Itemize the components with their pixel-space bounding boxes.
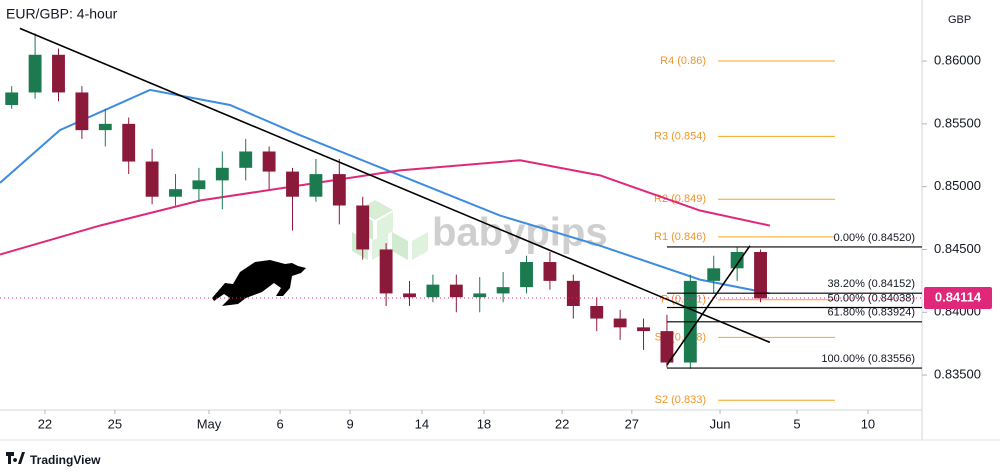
candle-body bbox=[28, 54, 42, 93]
candle-body bbox=[262, 151, 276, 172]
x-tick-label: 27 bbox=[625, 416, 639, 431]
candle-body bbox=[356, 205, 370, 250]
x-tick-label: 6 bbox=[276, 416, 283, 431]
fib-label: 0.00% (0.84520) bbox=[834, 232, 915, 244]
candle-body bbox=[98, 123, 112, 131]
candle-body bbox=[754, 251, 767, 299]
candle-body bbox=[426, 284, 440, 298]
candle-body bbox=[543, 262, 557, 281]
y-tick-label: 0.83500 bbox=[934, 367, 981, 382]
source: TradingView bbox=[30, 453, 101, 467]
candle-body bbox=[239, 151, 253, 168]
pivot-label: R1 (0.846) bbox=[654, 231, 706, 243]
pivot-label: R3 (0.854) bbox=[654, 130, 706, 142]
candle-body bbox=[496, 287, 510, 294]
candle-body bbox=[5, 92, 19, 106]
pivot-label: R2 (0.849) bbox=[654, 193, 706, 205]
x-tick-label: 9 bbox=[346, 416, 353, 431]
candle-body bbox=[122, 123, 136, 162]
fib-label: 100.00% (0.83556) bbox=[821, 353, 915, 365]
x-tick-label: 25 bbox=[108, 416, 122, 431]
candle-body bbox=[215, 167, 229, 181]
chart-title: EUR/GBP: 4-hour bbox=[6, 6, 118, 22]
x-tick-label: May bbox=[197, 416, 222, 431]
candle-body bbox=[75, 92, 89, 131]
trendline bbox=[666, 245, 751, 366]
x-tick-label: 14 bbox=[415, 416, 429, 431]
candle-body bbox=[707, 268, 721, 281]
pivot-label: R4 (0.86) bbox=[660, 55, 706, 67]
candle-body bbox=[590, 305, 604, 319]
candle-body bbox=[169, 189, 182, 197]
candle-body bbox=[52, 54, 65, 93]
fib-label: 61.80% (0.83924) bbox=[828, 307, 915, 319]
last-price-label: 0.84114 bbox=[935, 289, 982, 304]
y-tick-label: 0.85500 bbox=[934, 115, 981, 130]
candle-body bbox=[332, 174, 346, 206]
pivot-label: S2 (0.833) bbox=[655, 394, 706, 406]
x-tick-label: 5 bbox=[793, 416, 800, 431]
candle-body bbox=[730, 251, 744, 269]
candle-body bbox=[379, 249, 393, 294]
candle-body bbox=[449, 284, 463, 298]
watermark: babypips bbox=[432, 211, 608, 255]
candle-body bbox=[637, 327, 650, 332]
bull-icon bbox=[212, 260, 306, 306]
candle-body bbox=[192, 180, 206, 190]
x-tick-label: Jun bbox=[710, 416, 731, 431]
tradingview-logo bbox=[6, 452, 25, 464]
candle-body bbox=[520, 262, 533, 288]
candle-body bbox=[309, 174, 323, 197]
x-tick-label: 22 bbox=[555, 416, 569, 431]
x-tick-label: 22 bbox=[38, 416, 52, 431]
x-tick-label: 10 bbox=[861, 416, 875, 431]
candle-body bbox=[613, 318, 627, 328]
fib-label: 38.20% (0.84152) bbox=[828, 278, 915, 290]
y-tick-label: 0.85000 bbox=[934, 178, 981, 193]
y-tick-label: 0.86000 bbox=[934, 52, 981, 67]
candle-body bbox=[403, 293, 416, 298]
moving-average bbox=[0, 159, 771, 256]
x-tick-label: 18 bbox=[477, 416, 491, 431]
y-tick-label: 0.84500 bbox=[934, 241, 981, 256]
trendline bbox=[19, 27, 771, 344]
candle-body bbox=[145, 161, 159, 197]
currency-label: GBP bbox=[948, 14, 971, 26]
candle-body bbox=[473, 293, 487, 298]
candle-body bbox=[660, 331, 674, 363]
candle-body bbox=[286, 171, 299, 197]
candle-body bbox=[566, 280, 580, 306]
last-price-box bbox=[924, 286, 992, 309]
fib-label: 50.00% (0.84038) bbox=[828, 292, 915, 304]
